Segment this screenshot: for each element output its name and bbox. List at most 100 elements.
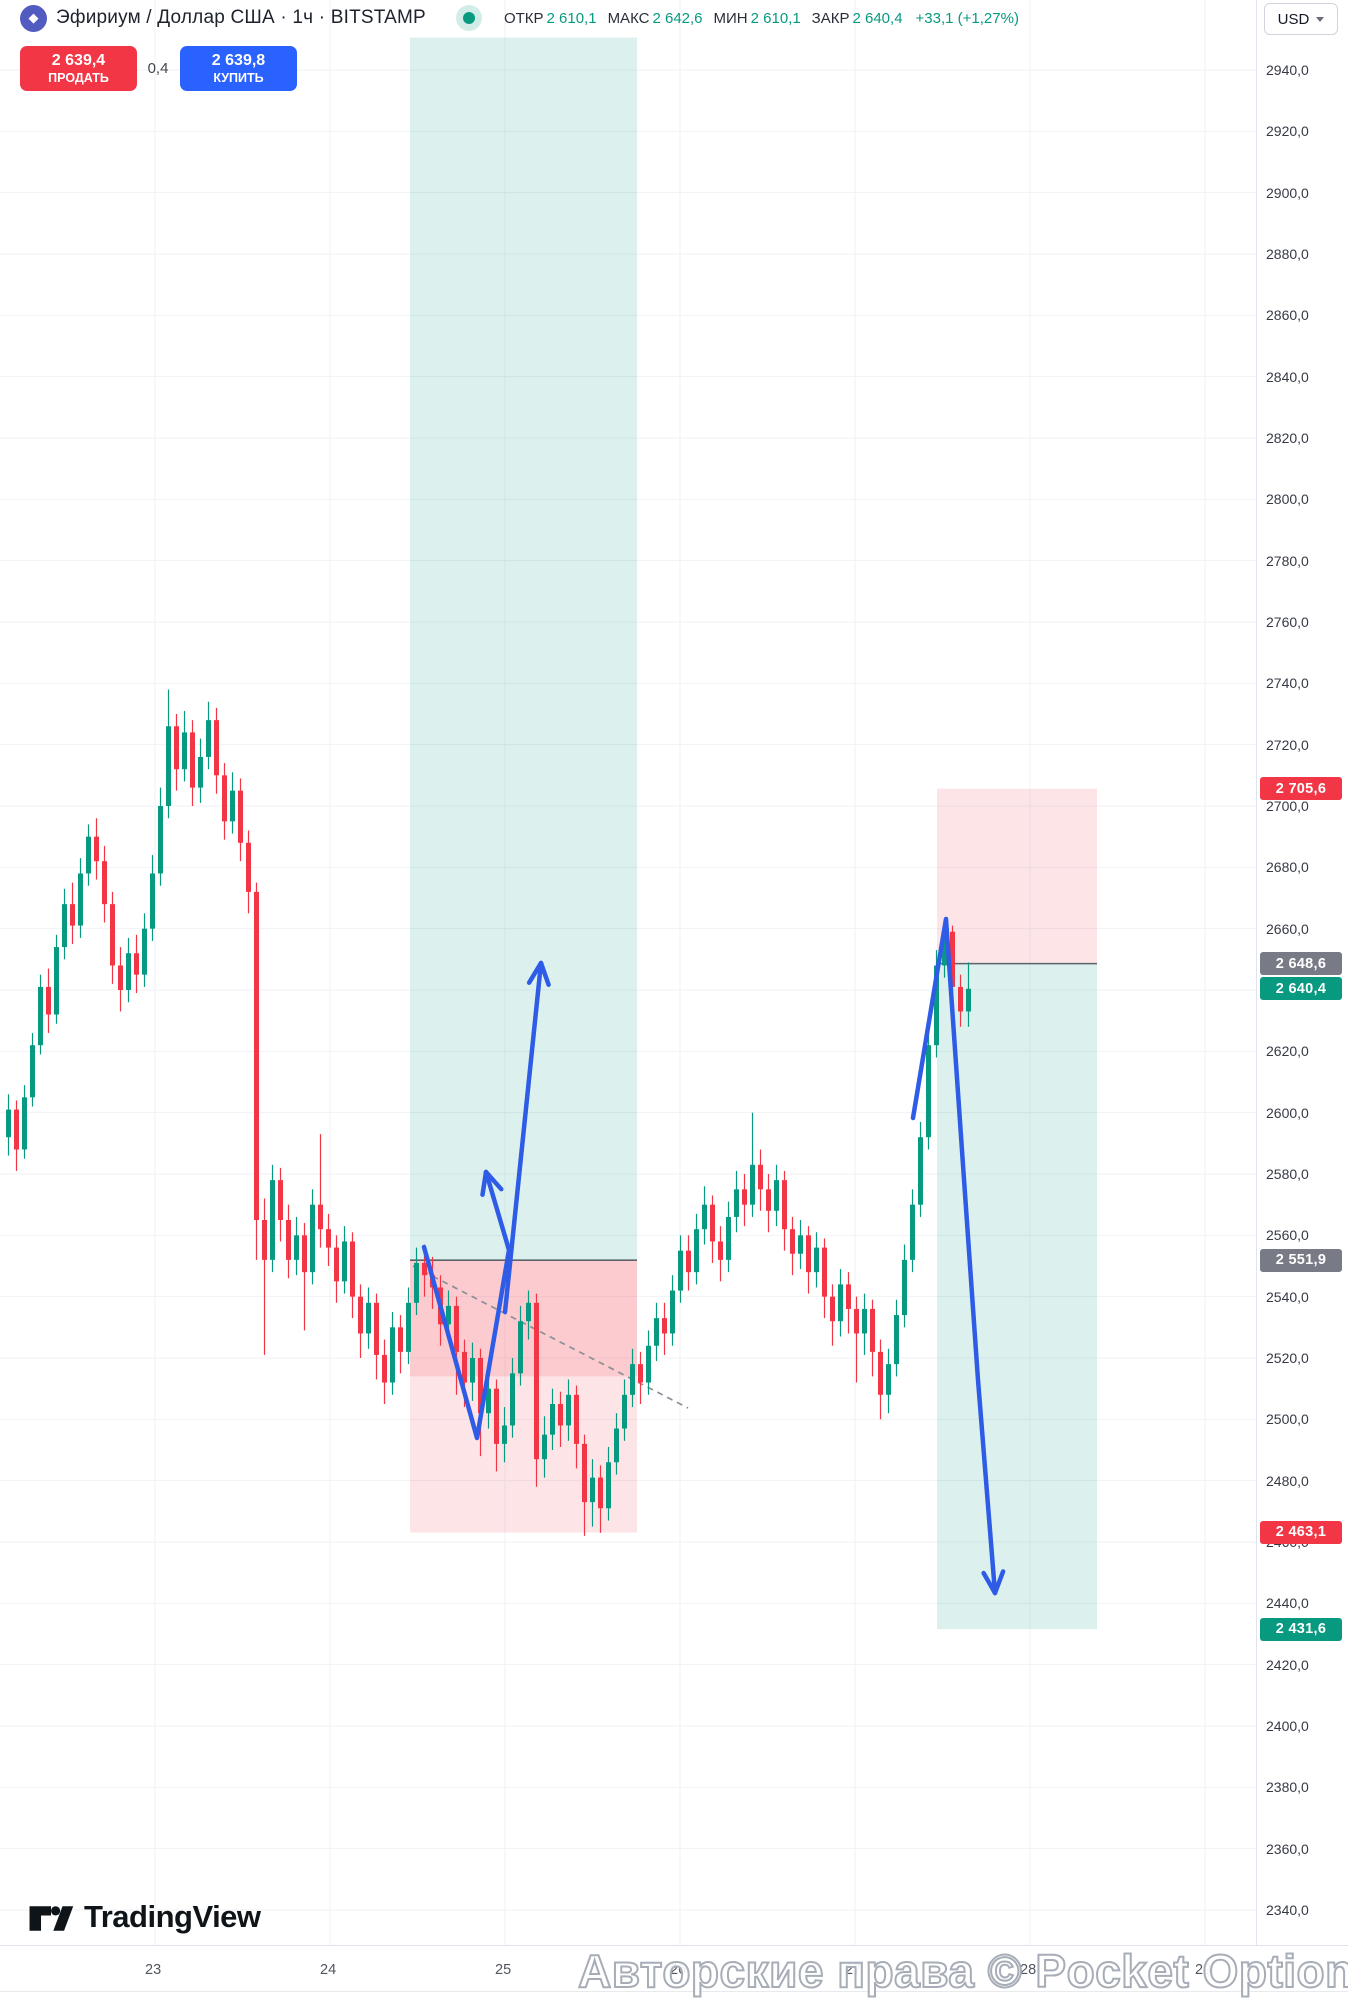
price-tick-label: 2500,0	[1266, 1411, 1309, 1428]
time-tick-label: 28	[1020, 1962, 1037, 1978]
stat-low-label: МИН	[713, 9, 748, 27]
stat-high: МАКС 2 642,6	[608, 10, 703, 27]
candle	[78, 873, 83, 926]
candle	[374, 1302, 379, 1355]
sell-button[interactable]: 2 639,4 ПРОДАТЬ	[20, 46, 137, 91]
candle	[566, 1394, 571, 1426]
ethereum-icon: ◆	[20, 4, 47, 32]
candle	[758, 1164, 763, 1190]
time-tick-label: 27	[845, 1962, 862, 1978]
price-label-gray: 2 551,9	[1260, 1248, 1342, 1272]
price-tick-label: 2780,0	[1266, 552, 1309, 569]
candle	[534, 1302, 539, 1460]
candle	[734, 1189, 739, 1217]
spread-value: 0,4	[147, 60, 169, 77]
candle	[502, 1425, 507, 1444]
candle	[862, 1308, 867, 1334]
time-tick-label: 24	[320, 1962, 337, 1978]
candle	[198, 756, 203, 788]
candle	[70, 904, 75, 926]
stat-high-value: 2 642,6	[652, 9, 703, 27]
copyright-watermark: Авторские права © Pocket Option	[577, 1944, 1348, 1998]
price-tick-label: 2700,0	[1266, 798, 1309, 814]
dashed-trendline[interactable]	[412, 1265, 689, 1409]
candle	[670, 1290, 675, 1334]
candle	[366, 1302, 371, 1334]
stat-close-label: ЗАКР	[811, 9, 850, 27]
stat-low-value: 2 610,1	[750, 9, 801, 27]
candle	[510, 1373, 515, 1426]
tradingview-logo[interactable]: TradingView	[28, 1896, 261, 1938]
candle	[422, 1262, 427, 1276]
candle	[646, 1345, 651, 1383]
candle	[302, 1235, 307, 1273]
candle	[382, 1354, 387, 1383]
candle	[86, 836, 91, 874]
currency-selector[interactable]: USD	[1264, 3, 1338, 35]
candle	[102, 861, 107, 905]
candle	[846, 1284, 851, 1309]
stat-low: МИН 2 610,1	[714, 10, 801, 27]
candle	[326, 1229, 331, 1248]
candle	[950, 931, 955, 987]
price-tick-label: 2620,0	[1266, 1043, 1309, 1060]
candle	[270, 1180, 275, 1260]
candle	[142, 928, 147, 975]
candle	[478, 1358, 483, 1414]
candle	[878, 1351, 883, 1395]
candle	[222, 775, 227, 822]
candle	[350, 1241, 355, 1297]
price-tick-label: 2440,0	[1266, 1595, 1309, 1612]
drawn-arrows[interactable]	[421, 916, 1006, 1596]
candle	[334, 1247, 339, 1282]
price-tick-label: 2660,0	[1266, 920, 1309, 937]
candle	[550, 1404, 555, 1435]
candle	[886, 1364, 891, 1395]
price-tick-label: 2340,0	[1266, 1902, 1309, 1918]
price-tick-label: 2680,0	[1266, 859, 1309, 876]
price-tick-label: 2860,0	[1266, 307, 1309, 324]
candle	[574, 1394, 579, 1444]
price-tick-label: 2900,0	[1266, 184, 1309, 201]
candle	[470, 1358, 475, 1383]
candle	[246, 842, 251, 892]
candle	[294, 1235, 299, 1260]
candle	[134, 953, 139, 975]
price-tick-label: 2800,0	[1266, 491, 1309, 508]
candle	[214, 720, 219, 776]
price-tick-label: 2400,0	[1266, 1718, 1309, 1734]
candle	[806, 1235, 811, 1273]
candle	[182, 732, 187, 770]
ohlc-stats: ОТКР 2 610,1 МАКС 2 642,6 МИН 2 610,1 ЗАКР 2…	[504, 10, 914, 27]
time-tick-label: 29	[1195, 1962, 1212, 1978]
price-label-gray: 2 648,6	[1260, 952, 1342, 976]
candle	[38, 986, 43, 1046]
price-tick-label: 2380,0	[1266, 1779, 1309, 1796]
candle	[406, 1302, 411, 1352]
candle	[902, 1259, 907, 1316]
candle	[638, 1364, 643, 1383]
candle	[686, 1250, 691, 1273]
tradingview-logo-text: TradingView	[84, 1899, 261, 1934]
candle	[710, 1204, 715, 1242]
candle	[6, 1109, 11, 1138]
price-tick-label: 2820,0	[1266, 430, 1309, 446]
symbol-title[interactable]: Эфириум / Доллар США · 1ч · BITSTAMP	[56, 7, 426, 28]
candle	[230, 790, 235, 822]
candle	[46, 986, 51, 1015]
price-tick-label: 2600,0	[1266, 1104, 1309, 1121]
price-tick-label: 2740,0	[1266, 675, 1309, 692]
chevron-down-icon	[1316, 16, 1325, 22]
price-axis[interactable]: 2940,0 2920,0 2900,0 2880,0 2860,0 2840,0 2820…	[1256, 0, 1348, 1945]
price-tick-label: 2360,0	[1266, 1840, 1309, 1857]
time-tick-label: 26	[670, 1962, 687, 1978]
price-tick-label: 2880,0	[1266, 246, 1309, 262]
candle	[262, 1220, 267, 1260]
price-label-green: 2 431,6	[1260, 1617, 1342, 1641]
price-tick-label: 2840,0	[1266, 368, 1309, 385]
candle	[518, 1321, 523, 1374]
candle	[798, 1235, 803, 1254]
time-tick-label: 23	[145, 1962, 162, 1978]
buy-button[interactable]: 2 639,8 КУПИТЬ	[180, 46, 297, 91]
